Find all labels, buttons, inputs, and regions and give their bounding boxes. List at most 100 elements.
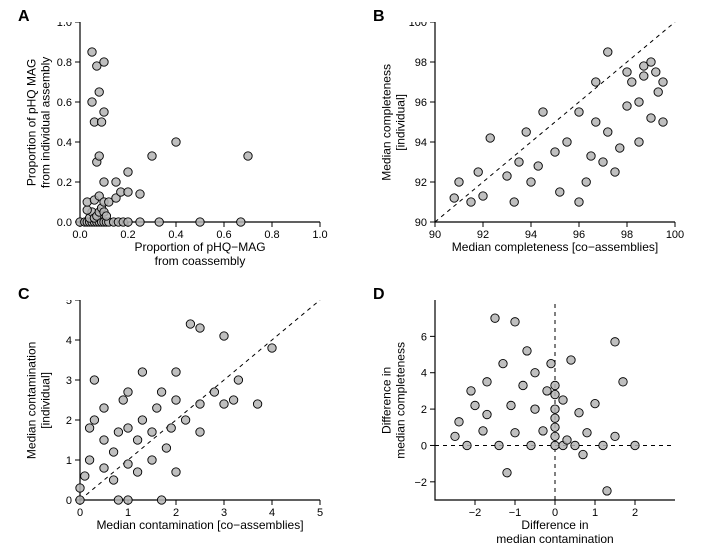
data-point xyxy=(157,388,165,396)
svg-text:96: 96 xyxy=(415,97,427,109)
svg-text:0: 0 xyxy=(66,495,72,507)
data-point xyxy=(495,441,503,449)
data-point xyxy=(124,460,132,468)
svg-text:0.4: 0.4 xyxy=(57,137,72,149)
data-point xyxy=(567,356,575,364)
data-point xyxy=(102,212,110,220)
data-point xyxy=(511,318,519,326)
data-point xyxy=(575,198,583,206)
data-point xyxy=(543,387,551,395)
data-point xyxy=(652,68,660,76)
data-point xyxy=(83,206,91,214)
data-point xyxy=(467,198,475,206)
data-point xyxy=(196,400,204,408)
data-point xyxy=(172,138,180,146)
data-point xyxy=(124,188,132,196)
data-point xyxy=(471,401,479,409)
data-point xyxy=(237,218,245,226)
data-point xyxy=(100,108,108,116)
data-point xyxy=(519,381,527,389)
panel-c-label: C xyxy=(18,286,30,304)
panel-d-xlabel: Difference in median contamination xyxy=(470,518,640,547)
svg-text:1: 1 xyxy=(66,455,72,467)
data-point xyxy=(124,424,132,432)
data-point xyxy=(599,158,607,166)
data-point xyxy=(157,496,165,504)
data-point xyxy=(551,381,559,389)
data-point xyxy=(556,188,564,196)
data-point xyxy=(531,405,539,413)
data-point xyxy=(611,338,619,346)
data-point xyxy=(551,148,559,156)
data-point xyxy=(527,441,535,449)
data-point xyxy=(551,432,559,440)
data-point xyxy=(100,436,108,444)
panel-a-xlabel: Proportion of pHQ−MAG from coassembly xyxy=(115,240,285,269)
data-point xyxy=(124,388,132,396)
data-point xyxy=(511,429,519,437)
data-point xyxy=(196,218,204,226)
data-point xyxy=(90,416,98,424)
data-point xyxy=(483,410,491,418)
data-point xyxy=(591,399,599,407)
panel-a-label: A xyxy=(18,8,30,26)
data-point xyxy=(109,448,117,456)
data-point xyxy=(463,441,471,449)
data-point xyxy=(486,134,494,142)
svg-text:2: 2 xyxy=(421,404,427,416)
data-point xyxy=(522,128,530,136)
svg-text:6: 6 xyxy=(421,331,427,343)
data-point xyxy=(85,424,93,432)
data-point xyxy=(510,198,518,206)
panel-b-ylabel: Median completeness [individual] xyxy=(380,42,409,202)
data-point xyxy=(479,192,487,200)
data-point xyxy=(148,152,156,160)
data-point xyxy=(631,441,639,449)
data-point xyxy=(483,378,491,386)
data-point xyxy=(133,468,141,476)
data-point xyxy=(138,416,146,424)
data-point xyxy=(100,58,108,66)
data-point xyxy=(628,78,636,86)
svg-text:90: 90 xyxy=(415,217,427,229)
data-point xyxy=(181,416,189,424)
panel-a-plot: 0.00.20.40.60.81.00.00.20.40.60.81.0 xyxy=(45,22,330,252)
data-point xyxy=(551,405,559,413)
data-point xyxy=(527,178,535,186)
svg-text:0: 0 xyxy=(77,507,83,519)
data-point xyxy=(153,404,161,412)
data-point xyxy=(124,218,132,226)
panel-a-ylabel: Proportion of pHQ MAG from individual as… xyxy=(25,42,54,202)
svg-text:5: 5 xyxy=(317,507,323,519)
data-point xyxy=(551,441,559,449)
data-point xyxy=(85,456,93,464)
data-point xyxy=(244,152,252,160)
data-point xyxy=(474,168,482,176)
panel-c-ylabel: Median contamination [individual] xyxy=(25,320,54,480)
svg-text:100: 100 xyxy=(409,22,427,29)
data-point xyxy=(162,444,170,452)
data-point xyxy=(571,441,579,449)
data-point xyxy=(539,108,547,116)
data-point xyxy=(196,324,204,332)
svg-text:90: 90 xyxy=(429,229,441,241)
svg-text:1.0: 1.0 xyxy=(312,229,327,241)
data-point xyxy=(210,388,218,396)
data-point xyxy=(112,178,120,186)
data-point xyxy=(611,432,619,440)
data-point xyxy=(76,496,84,504)
data-point xyxy=(583,429,591,437)
data-point xyxy=(611,168,619,176)
data-point xyxy=(109,476,117,484)
panel-c-xlabel: Median contamination [co−assemblies] xyxy=(90,518,310,532)
data-point xyxy=(124,168,132,176)
figure: A 0.00.20.40.60.81.00.00.20.40.60.81.0 P… xyxy=(0,0,708,553)
svg-text:92: 92 xyxy=(415,177,427,189)
data-point xyxy=(220,332,228,340)
data-point xyxy=(450,194,458,202)
data-point xyxy=(582,178,590,186)
svg-text:4: 4 xyxy=(66,335,72,347)
data-point xyxy=(88,48,96,56)
data-point xyxy=(499,359,507,367)
data-point xyxy=(503,469,511,477)
